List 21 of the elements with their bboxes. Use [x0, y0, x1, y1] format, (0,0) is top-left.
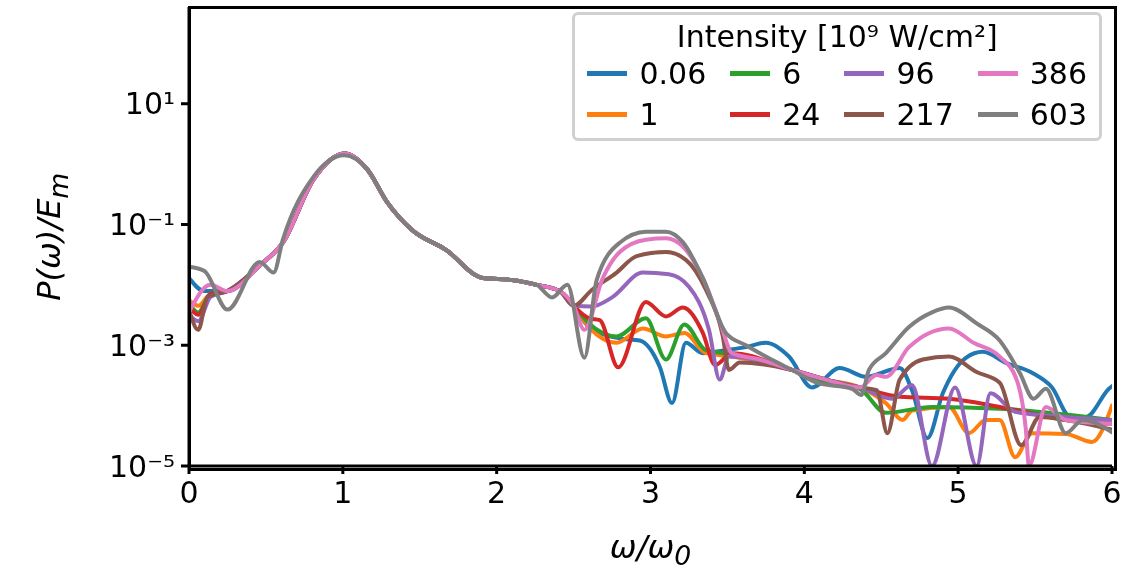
legend-label: 1: [639, 97, 659, 132]
legend-label: 386: [1029, 56, 1087, 91]
y-tick-label: 10⁻³: [108, 327, 175, 363]
legend-label: 0.06: [639, 56, 707, 91]
legend-label: 96: [896, 56, 935, 91]
legend-label: 24: [782, 97, 821, 132]
x-tick-label: 3: [640, 475, 661, 511]
y-tick-label: 10⁻⁵: [108, 448, 175, 484]
x-tick-label: 1: [333, 475, 353, 511]
x-tick-label: 2: [487, 475, 507, 511]
y-tick-label: 10⁻¹: [108, 207, 175, 243]
x-axis-title: ω/ω$_{0}$: [608, 528, 693, 572]
x-tick-label: 4: [794, 475, 814, 511]
legend-label: 217: [896, 97, 954, 132]
legend-label: 6: [782, 56, 802, 91]
legend-title: Intensity [10⁹ W/cm²]: [675, 19, 999, 54]
legend-label: 603: [1029, 97, 1087, 132]
x-tick-label: 5: [948, 475, 968, 511]
x-tick-label: 6: [1102, 475, 1122, 511]
x-tick-label: 0: [179, 475, 199, 511]
y-tick-label: 10¹: [124, 86, 175, 122]
